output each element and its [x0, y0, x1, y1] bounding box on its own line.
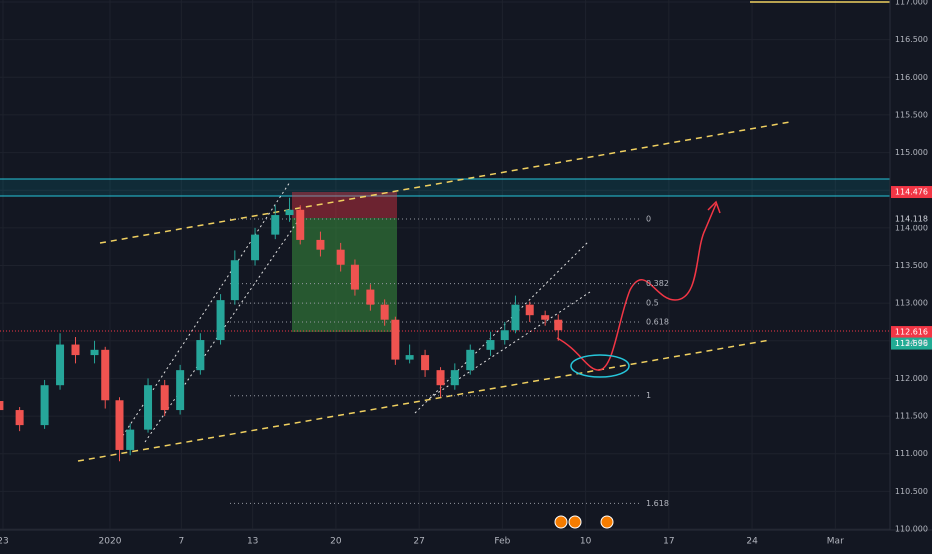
event-icon [568, 515, 582, 529]
candle-body [160, 385, 169, 411]
candle-body [230, 260, 239, 301]
event-icon [554, 515, 568, 529]
y-tick-label: 110.000 [895, 525, 928, 534]
candle-body [101, 349, 110, 401]
candle-body [554, 319, 563, 331]
candle-body [40, 385, 49, 426]
fib-label: 0.5 [646, 299, 659, 308]
price-tag [891, 186, 932, 199]
target-box [292, 218, 397, 332]
price-tag [891, 337, 932, 350]
arrow-head [707, 200, 721, 214]
candle-body [115, 400, 124, 450]
target-ellipse [570, 354, 630, 378]
candle-body [271, 215, 280, 235]
candles [0, 197, 563, 462]
x-tick-label: Mar [827, 537, 844, 547]
trend-line [99, 121, 791, 244]
y-tick-label: 116.500 [895, 35, 928, 44]
y-tick-label: 110.500 [895, 487, 928, 496]
y-tick-label: 117.000 [895, 0, 928, 7]
y-tick-label: 111.500 [895, 412, 928, 421]
candle-body [196, 340, 205, 371]
candle-body [285, 209, 294, 216]
projection [556, 203, 717, 371]
trend-line [77, 339, 771, 462]
candle-body [144, 385, 153, 430]
candle-body [380, 304, 389, 320]
price-tag-label: 114.118 [895, 214, 928, 223]
candle-body [350, 264, 359, 290]
y-tick-label: 113.500 [895, 261, 928, 270]
candle-body [251, 234, 260, 261]
candle-body [486, 340, 495, 350]
candle-body [511, 304, 520, 331]
fib-label: 0.618 [646, 317, 669, 326]
fib-label: 1 [646, 391, 651, 400]
y-tick-label: 112.000 [895, 374, 928, 383]
y-tick-label: 116.000 [895, 73, 928, 82]
y-tick-label: 115.500 [895, 110, 928, 119]
x-tick-label: 2020 [99, 537, 122, 547]
candle-body [391, 319, 400, 360]
candle-body [216, 300, 225, 341]
candle-body [421, 355, 430, 371]
candle-body [15, 410, 24, 426]
candle-body [71, 344, 80, 356]
candle-body [126, 429, 135, 450]
price-tag [891, 326, 932, 339]
x-tick-label: 10 [580, 537, 592, 547]
price-axis [890, 0, 932, 550]
zone [0, 179, 890, 196]
candle-body [0, 401, 4, 411]
candle-body [525, 304, 534, 316]
candle-body [296, 209, 305, 240]
candle-body [56, 344, 65, 386]
candle-body [336, 249, 345, 265]
event-icon [600, 515, 614, 529]
y-tick-label: 115.000 [895, 148, 928, 157]
price-tag-label: 114.476 [895, 188, 928, 197]
x-tick-label: 23 [0, 537, 9, 547]
candle-body [90, 349, 99, 356]
candle-body [366, 289, 375, 305]
fib-label: 0.382 [646, 279, 669, 288]
grid [0, 0, 890, 530]
x-tick-label: 24 [746, 537, 758, 547]
y-tick-label: 114.000 [895, 223, 928, 232]
candle-body [466, 349, 475, 371]
candle-body [500, 330, 509, 341]
y-tick-label: 113.000 [895, 299, 928, 308]
fib-label: 1.618 [646, 499, 669, 508]
candle-body [176, 370, 185, 411]
y-tick-label: 111.000 [895, 449, 928, 458]
x-tick-label: 13 [247, 537, 258, 547]
candle-body [405, 355, 414, 360]
x-tick-label: 7 [178, 537, 184, 547]
countdown: 34:39 [905, 339, 928, 348]
price-tag [891, 212, 932, 225]
x-tick-label: Feb [494, 537, 510, 547]
candle-body [541, 315, 550, 320]
fib-label: 0 [646, 214, 651, 223]
candle-body [316, 239, 325, 250]
stop-box [292, 192, 397, 218]
event-icons [554, 515, 614, 529]
x-tick-label: 20 [330, 537, 342, 547]
price-tag-label: 112.596 [895, 339, 928, 348]
x-tick-label: 27 [413, 537, 424, 547]
price-tag-label: 112.616 [895, 328, 928, 337]
candle-body [450, 370, 459, 386]
candle-body [436, 370, 445, 386]
x-tick-label: 17 [663, 537, 674, 547]
